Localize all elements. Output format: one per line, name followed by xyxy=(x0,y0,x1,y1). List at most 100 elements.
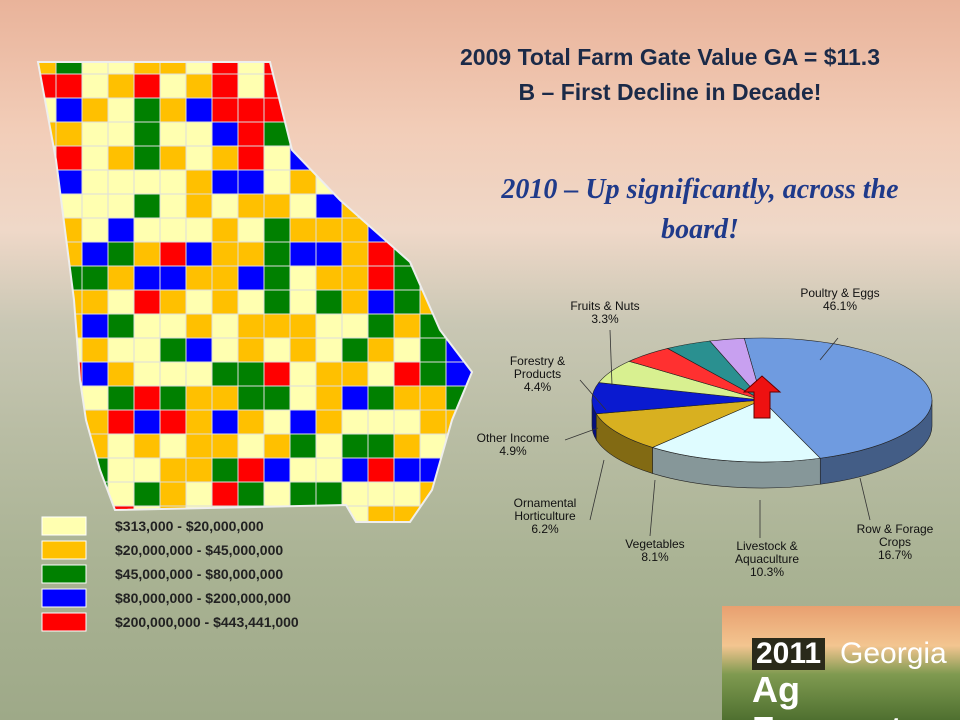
county xyxy=(133,361,161,387)
county xyxy=(237,313,265,339)
county xyxy=(315,409,343,435)
county xyxy=(185,457,213,483)
county xyxy=(55,97,83,123)
county xyxy=(81,169,109,195)
leader-line xyxy=(579,379,607,411)
county xyxy=(185,385,213,411)
county xyxy=(263,169,291,195)
county xyxy=(107,265,135,291)
county xyxy=(393,385,421,411)
county xyxy=(315,313,343,339)
county xyxy=(159,265,187,291)
county xyxy=(211,457,239,483)
county xyxy=(81,481,109,507)
county xyxy=(107,73,135,99)
county xyxy=(159,313,187,339)
county xyxy=(341,505,369,522)
county xyxy=(81,241,109,267)
legend-label: $200,000,000 - $443,441,000 xyxy=(115,614,299,630)
county xyxy=(289,385,317,411)
county xyxy=(419,385,447,411)
county xyxy=(81,217,109,243)
county xyxy=(133,313,161,339)
county xyxy=(38,193,57,219)
county xyxy=(107,313,135,339)
leader-line xyxy=(859,477,871,521)
county xyxy=(289,505,317,522)
county xyxy=(133,145,161,171)
county xyxy=(393,337,421,363)
leader-line xyxy=(649,479,656,537)
county xyxy=(263,337,291,363)
logo-state: Georgia xyxy=(840,637,947,670)
county xyxy=(237,121,265,147)
county xyxy=(81,73,109,99)
leader-line xyxy=(589,459,605,521)
county xyxy=(55,289,83,315)
county xyxy=(445,193,472,219)
logo: 2011 Georgia Ag Forecast xyxy=(722,606,960,720)
legend-swatch xyxy=(41,612,87,632)
county xyxy=(315,121,343,147)
county xyxy=(133,433,161,459)
county xyxy=(419,361,447,387)
county xyxy=(185,337,213,363)
county xyxy=(185,289,213,315)
county xyxy=(263,361,291,387)
legend-swatch xyxy=(41,588,87,608)
pie-value: 8.1% xyxy=(641,550,669,564)
county xyxy=(315,265,343,291)
pie-category: Livestock & Aquaculture xyxy=(734,539,800,566)
county xyxy=(367,145,395,171)
county xyxy=(419,241,447,267)
county xyxy=(445,385,472,411)
county xyxy=(419,62,447,75)
county xyxy=(263,217,291,243)
county xyxy=(159,73,187,99)
county xyxy=(81,121,109,147)
county xyxy=(133,193,161,219)
county xyxy=(315,97,343,123)
county xyxy=(419,409,447,435)
county xyxy=(419,145,447,171)
county xyxy=(237,481,265,507)
county xyxy=(237,409,265,435)
county xyxy=(393,73,421,99)
county xyxy=(393,505,421,522)
county xyxy=(211,169,239,195)
county xyxy=(315,241,343,267)
county xyxy=(367,193,395,219)
county xyxy=(367,73,395,99)
county xyxy=(445,265,472,291)
county xyxy=(237,433,265,459)
county xyxy=(133,481,161,507)
county xyxy=(341,62,369,75)
county xyxy=(38,433,57,459)
pie-slice xyxy=(743,337,933,459)
county xyxy=(237,385,265,411)
county xyxy=(38,385,57,411)
pie-label: Other Income 4.9% xyxy=(458,432,568,458)
county xyxy=(471,169,472,195)
county xyxy=(159,457,187,483)
county xyxy=(133,121,161,147)
county xyxy=(211,265,239,291)
county xyxy=(107,217,135,243)
county xyxy=(471,145,472,171)
county xyxy=(159,409,187,435)
county xyxy=(185,241,213,267)
county xyxy=(289,145,317,171)
county xyxy=(393,433,421,459)
pie-value: 4.4% xyxy=(523,380,552,394)
county xyxy=(367,505,395,522)
county xyxy=(341,433,369,459)
county xyxy=(315,481,343,507)
county xyxy=(367,385,395,411)
pie-label: Ornamental Horticulture 6.2% xyxy=(495,497,595,536)
county xyxy=(185,361,213,387)
map-outline xyxy=(36,61,474,523)
county xyxy=(237,145,265,171)
county xyxy=(263,433,291,459)
county xyxy=(81,337,109,363)
county xyxy=(211,361,239,387)
